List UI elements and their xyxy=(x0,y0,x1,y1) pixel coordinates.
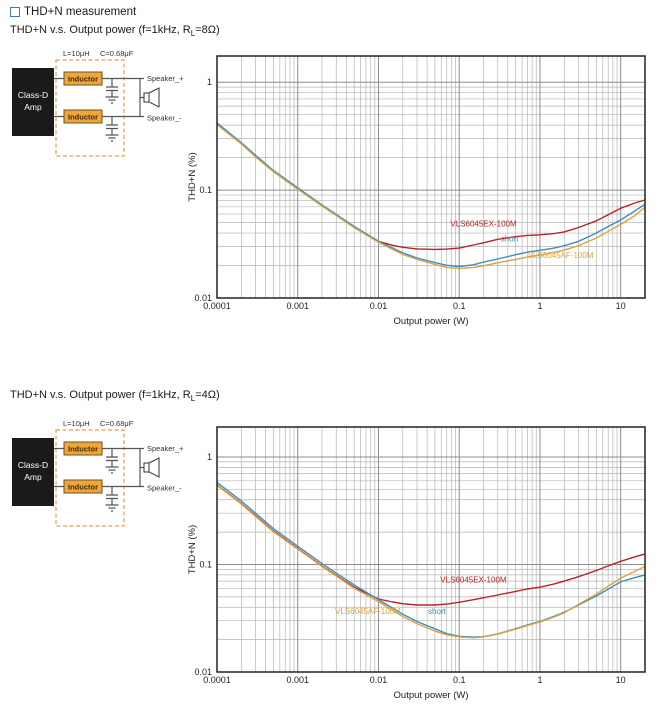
chart1-subtitle-tail: =8Ω) xyxy=(195,24,220,36)
chart2-subtitle-sub: L xyxy=(190,394,196,404)
x-tick-label: 0.001 xyxy=(286,675,309,685)
circuit-diagram-8ohm: L=10μH C=0.68μF Class-D Amp Inductor Ind… xyxy=(12,49,184,157)
x-tick-label: 0.0001 xyxy=(203,675,231,685)
series-VLS6045EX-100M xyxy=(216,484,646,606)
chart2-subtitle: THD+N v.s. Output power (f=1kHz, RL=4Ω) xyxy=(10,389,220,403)
series-label: VLS6045EX-100M xyxy=(450,219,517,228)
inductor-box-bottom xyxy=(63,109,103,124)
speaker-icon xyxy=(143,462,150,473)
chart2-subtitle-tail: =4Ω) xyxy=(195,389,220,401)
chart2-subtitle-text: THD+N v.s. Output power (f=1kHz, R xyxy=(10,389,191,401)
x-tick-label: 0.01 xyxy=(370,675,388,685)
y-tick-label: 0.1 xyxy=(199,559,212,569)
thdn-chart-8ohm: 0.0001 0.001 0.01 0.1 1 10 1 0.1 0.01 Output powe… xyxy=(187,55,646,327)
y-tick-label: 0.01 xyxy=(194,667,212,677)
capacitor-ground-top xyxy=(105,78,119,104)
x-tick-label: 1 xyxy=(537,675,542,685)
x-tick-label: 0.01 xyxy=(370,301,388,311)
x-tick-label: 0.001 xyxy=(286,301,309,311)
inductance-label: L=10μH xyxy=(63,419,90,428)
speaker-horn-icon xyxy=(148,87,160,108)
amp-label-line2: Amp xyxy=(24,102,42,112)
y-tick-label: 1 xyxy=(207,452,212,462)
section-square-icon xyxy=(10,7,20,17)
inductor-box-top xyxy=(63,71,103,86)
amp-label-line1: Class-D xyxy=(18,90,48,100)
wires xyxy=(54,447,144,488)
y-axis-title: THD+N (%) xyxy=(187,152,198,201)
filter-dashed-box xyxy=(55,59,125,157)
x-tick-label: 10 xyxy=(616,301,626,311)
series-label: short xyxy=(428,607,447,616)
speaker-minus-label: Speaker_- xyxy=(147,114,182,123)
capacitor-ground-bottom xyxy=(105,116,119,142)
x-tick-label: 0.1 xyxy=(453,301,466,311)
speaker-plus-label: Speaker_+ xyxy=(147,444,184,453)
series-VLS6045AF-100M xyxy=(216,484,646,639)
x-tick-label: 1 xyxy=(537,301,542,311)
amp-label-line1: Class-D xyxy=(18,460,48,470)
grid xyxy=(216,427,645,673)
inductor-label-top: Inductor xyxy=(68,445,98,454)
capacitor-ground-top xyxy=(105,448,119,474)
class-d-amp-box xyxy=(12,68,54,136)
wires xyxy=(54,77,144,118)
thdn-chart-4ohm: 0.0001 0.001 0.01 0.1 1 10 1 0.1 0.01 Output powe… xyxy=(187,426,646,701)
chart1-subtitle: THD+N v.s. Output power (f=1kHz, RL=8Ω) xyxy=(10,24,220,38)
speaker-horn-icon xyxy=(148,457,160,478)
plot-border xyxy=(216,426,646,673)
x-tick-label: 0.1 xyxy=(453,675,466,685)
inductance-label: L=10μH xyxy=(63,49,90,58)
inductor-box-bottom xyxy=(63,479,103,494)
inductor-label-bottom: Inductor xyxy=(68,483,98,492)
capacitance-label: C=0.68μF xyxy=(100,49,134,58)
speaker-icon xyxy=(143,92,150,103)
series-short xyxy=(216,122,646,268)
series-label: VLS6045EX-100M xyxy=(440,575,507,584)
x-axis-title: Output power (W) xyxy=(394,690,469,701)
speaker-plus-label: Speaker_+ xyxy=(147,74,184,83)
inductor-box-top xyxy=(63,441,103,456)
x-tick-label: 10 xyxy=(616,675,626,685)
plot-border xyxy=(216,55,646,299)
y-axis-title: THD+N (%) xyxy=(187,525,198,574)
page-title-row: THD+N measurement xyxy=(10,6,136,18)
series-VLS6045AF-100M xyxy=(216,124,646,270)
x-tick-label: 0.0001 xyxy=(203,301,231,311)
circuit-diagram-4ohm: L=10μH C=0.68μF Class-D Amp Inductor Ind… xyxy=(12,419,184,527)
series-label: VLS6045AF-100M xyxy=(335,607,401,616)
y-tick-label: 0.1 xyxy=(199,185,212,195)
y-tick-label: 0.01 xyxy=(194,293,212,303)
series-label: VLS6045AF-100M xyxy=(528,251,594,260)
x-axis-title: Output power (W) xyxy=(394,316,469,327)
capacitor-ground-bottom xyxy=(105,486,119,512)
capacitance-label: C=0.68μF xyxy=(100,419,134,428)
class-d-amp-box xyxy=(12,438,54,506)
inductor-label-bottom: Inductor xyxy=(68,113,98,122)
chart1-subtitle-text: THD+N v.s. Output power (f=1kHz, R xyxy=(10,24,191,36)
y-tick-label: 1 xyxy=(207,77,212,87)
chart1-subtitle-sub: L xyxy=(190,29,196,39)
inductor-label-top: Inductor xyxy=(68,75,98,84)
filter-dashed-box xyxy=(55,429,125,527)
speaker-minus-label: Speaker_- xyxy=(147,484,182,493)
page-title: THD+N measurement xyxy=(24,6,137,18)
amp-label-line2: Amp xyxy=(24,472,42,482)
series-VLS6045EX-100M xyxy=(216,123,646,251)
series-label: short xyxy=(501,234,520,243)
